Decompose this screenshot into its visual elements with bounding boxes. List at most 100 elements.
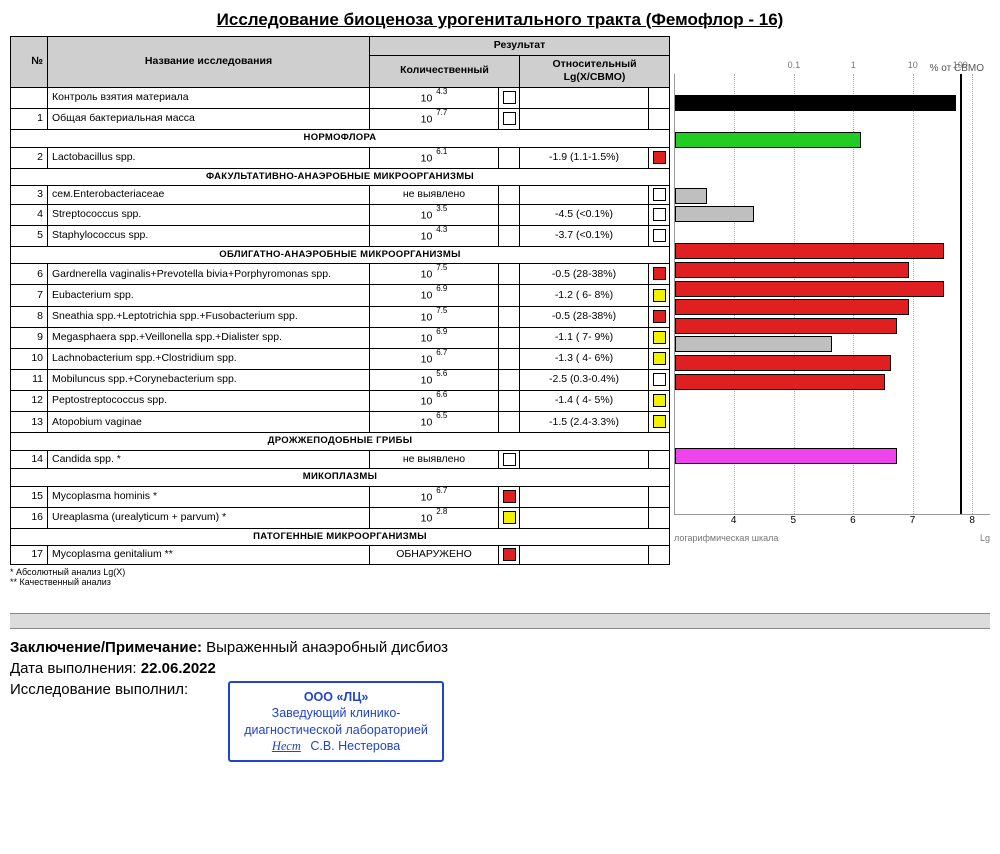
- row-rel: [520, 109, 649, 130]
- row-qty: 10 6.7: [370, 348, 499, 369]
- section-header: ПАТОГЕННЫЕ МИКРООРГАНИЗМЫ: [11, 529, 670, 546]
- row-num: 12: [11, 391, 48, 412]
- section-header: ОБЛИГАТНО-АНАЭРОБНЫЕ МИКРООРГАНИЗМЫ: [11, 246, 670, 263]
- row-num: 4: [11, 204, 48, 225]
- row-indicator-qty: [499, 486, 520, 507]
- row-name: Mobiluncus spp.+Corynebacterium spp.: [48, 370, 370, 391]
- row-rel: -4.5 (<0.1%): [520, 204, 649, 225]
- row-indicator-qty: [499, 264, 520, 285]
- row-name: Atopobium vaginae: [48, 412, 370, 433]
- section-header: НОРМОФЛОРА: [11, 130, 670, 147]
- row-indicator-qty: [499, 186, 520, 205]
- row-rel: -1.2 ( 6- 8%): [520, 285, 649, 306]
- results-table-wrap: № Название исследования Результат Количе…: [10, 36, 670, 587]
- footer: Заключение/Примечание: Выраженный анаэро…: [10, 639, 990, 762]
- row-qty: не выявлено: [370, 450, 499, 469]
- chart-bottom-tick: 6: [850, 515, 856, 526]
- row-num: 15: [11, 486, 48, 507]
- row-indicator-qty: [499, 147, 520, 168]
- row-qty: не выявлено: [370, 186, 499, 205]
- chart-top-tick: 0.1: [788, 60, 801, 70]
- chart-bar: [675, 336, 832, 352]
- row-num: 6: [11, 264, 48, 285]
- bar-chart: % от СВМО 0.1110100 45678 логарифмическа…: [674, 36, 990, 587]
- section-header: ДРОЖЖЕПОДОБНЫЕ ГРИБЫ: [11, 433, 670, 450]
- row-indicator-rel: [649, 285, 670, 306]
- row-rel: [520, 186, 649, 205]
- row-indicator-rel: [649, 391, 670, 412]
- footnotes: * Абсолютный анализ Lg(X) ** Качественны…: [10, 567, 670, 587]
- chart-top-tick: 10: [908, 60, 918, 70]
- row-name: Gardnerella vaginalis+Prevotella bivia+P…: [48, 264, 370, 285]
- stamp-line2: Заведующий клинико-: [244, 705, 428, 721]
- section-header: МИКОПЛАЗМЫ: [11, 469, 670, 486]
- row-num: 11: [11, 370, 48, 391]
- col-num: №: [11, 37, 48, 88]
- row-qty: 10 7.5: [370, 264, 499, 285]
- row-rel: -1.9 (1.1-1.5%): [520, 147, 649, 168]
- row-indicator-rel: [649, 348, 670, 369]
- row-indicator-qty: [499, 546, 520, 565]
- row-num: 17: [11, 546, 48, 565]
- row-indicator-rel: [649, 225, 670, 246]
- chart-bar: [675, 374, 885, 390]
- row-indicator-qty: [499, 109, 520, 130]
- row-qty: 10 7.5: [370, 306, 499, 327]
- performed-label: Исследование выполнил:: [10, 681, 188, 698]
- axis-label-right: Lg: [980, 533, 990, 543]
- row-indicator-qty: [499, 391, 520, 412]
- row-num: 13: [11, 412, 48, 433]
- row-rel: -0.5 (28-38%): [520, 306, 649, 327]
- row-indicator-qty: [499, 306, 520, 327]
- row-indicator-rel: [649, 327, 670, 348]
- row-indicator-rel: [649, 370, 670, 391]
- stamp: ООО «ЛЦ» Заведующий клинико- диагностиче…: [228, 681, 444, 762]
- section-header: ФАКУЛЬТАТИВНО-АНАЭРОБНЫЕ МИКРООРГАНИЗМЫ: [11, 168, 670, 185]
- row-rel: [520, 546, 649, 565]
- row-name: Sneathia spp.+Leptotrichia spp.+Fusobact…: [48, 306, 370, 327]
- date-label: Дата выполнения:: [10, 660, 137, 677]
- row-rel: [520, 87, 649, 108]
- row-name: Контроль взятия материала: [48, 87, 370, 108]
- row-indicator-qty: [499, 412, 520, 433]
- col-qty: Количественный: [370, 55, 520, 87]
- row-num: 2: [11, 147, 48, 168]
- row-rel: -1.4 ( 4- 5%): [520, 391, 649, 412]
- row-name: Lachnobacterium spp.+Clostridium spp.: [48, 348, 370, 369]
- row-rel: [520, 507, 649, 528]
- row-indicator-qty: [499, 370, 520, 391]
- chart-bar: [675, 355, 891, 371]
- row-num: 1: [11, 109, 48, 130]
- row-rel: -1.1 ( 7- 9%): [520, 327, 649, 348]
- row-qty: 10 6.7: [370, 486, 499, 507]
- col-name: Название исследования: [48, 37, 370, 88]
- row-indicator-rel: [649, 546, 670, 565]
- chart-bottom-tick: 7: [910, 515, 916, 526]
- row-indicator-qty: [499, 507, 520, 528]
- row-qty: 10 6.5: [370, 412, 499, 433]
- chart-top-tick: 100: [953, 60, 968, 70]
- row-indicator-rel: [649, 507, 670, 528]
- row-indicator-qty: [499, 285, 520, 306]
- row-name: Streptococcus spp.: [48, 204, 370, 225]
- row-indicator-rel: [649, 186, 670, 205]
- row-name: Peptostreptococcus spp.: [48, 391, 370, 412]
- row-qty: 10 3.5: [370, 204, 499, 225]
- date-value: 22.06.2022: [141, 660, 216, 677]
- row-num: 3: [11, 186, 48, 205]
- chart-bar: [675, 95, 956, 111]
- chart-bar: [675, 448, 897, 464]
- axis-label-left: логарифмическая шкала: [674, 533, 778, 543]
- row-indicator-rel: [649, 306, 670, 327]
- chart-bar: [675, 262, 909, 278]
- row-indicator-qty: [499, 327, 520, 348]
- row-rel: -3.7 (<0.1%): [520, 225, 649, 246]
- row-name: Ureaplasma (urealyticum + parvum) *: [48, 507, 370, 528]
- row-indicator-qty: [499, 348, 520, 369]
- row-indicator-rel: [649, 264, 670, 285]
- row-name: Staphylococcus spp.: [48, 225, 370, 246]
- row-qty: 10 6.9: [370, 285, 499, 306]
- row-rel: -1.3 ( 4- 6%): [520, 348, 649, 369]
- stamp-name: С.В. Нестерова: [310, 739, 400, 753]
- results-table: № Название исследования Результат Количе…: [10, 36, 670, 565]
